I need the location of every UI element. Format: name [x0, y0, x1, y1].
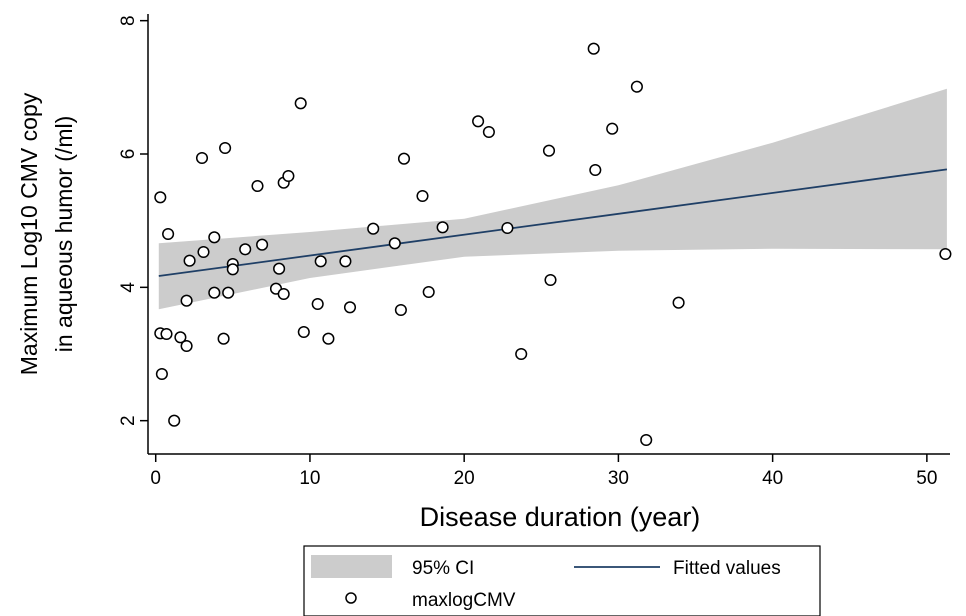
data-point — [544, 273, 557, 287]
legend: 95% CI Fitted values maxlogCMV — [303, 545, 821, 616]
legend-points-marker — [345, 592, 357, 604]
data-point — [277, 287, 290, 301]
ci-band — [158, 88, 947, 310]
data-point — [168, 414, 181, 427]
data-point — [394, 303, 407, 317]
data-point — [339, 255, 352, 268]
data-point — [239, 243, 252, 256]
data-point — [217, 332, 230, 345]
data-point — [322, 332, 335, 345]
x-tick-label: 50 — [916, 468, 937, 489]
data-point — [630, 80, 643, 93]
data-point — [219, 141, 232, 155]
data-point — [542, 144, 556, 157]
data-point — [222, 286, 235, 299]
data-point — [197, 245, 210, 259]
data-point — [606, 122, 619, 135]
data-point — [174, 331, 187, 344]
x-axis-ticks: 0 10 20 30 40 50 — [150, 454, 937, 489]
data-point — [297, 325, 310, 339]
data-point — [256, 238, 269, 251]
data-point — [472, 115, 485, 128]
data-point — [397, 152, 411, 165]
legend-points-label: maxlogCMV — [412, 590, 516, 611]
data-point — [162, 227, 175, 241]
legend-fitted-line-label: Fitted values — [673, 558, 781, 579]
data-point — [282, 169, 295, 183]
data-point — [388, 237, 401, 250]
y-tick-label: 8 — [118, 15, 139, 26]
data-point — [155, 367, 168, 381]
y-axis-title-line-1: Maximum Log10 CMV copy — [16, 92, 42, 375]
data-point — [208, 286, 221, 299]
data-point — [587, 42, 600, 55]
data-point — [589, 163, 602, 177]
y-axis-title-line-2: in aqueous humor (/ml) — [51, 116, 77, 353]
data-point — [672, 296, 685, 309]
data-point — [482, 125, 495, 139]
data-point — [273, 262, 286, 275]
axes: 0 10 20 30 40 50 2 4 6 8 — [118, 14, 950, 489]
data-point — [311, 297, 324, 311]
data-point — [501, 221, 514, 235]
data-point — [343, 301, 357, 314]
fitted-line — [158, 168, 948, 277]
data-point — [180, 294, 193, 307]
data-point — [251, 179, 264, 193]
data-point — [422, 285, 435, 299]
y-axis-ticks: 2 4 6 8 — [118, 15, 148, 426]
y-tick-label: 2 — [118, 415, 139, 426]
data-point — [208, 231, 221, 244]
data-point — [226, 263, 239, 276]
legend-ci-label: 95% CI — [412, 558, 474, 579]
x-axis-title: Disease duration (year) — [420, 502, 701, 532]
data-point — [640, 433, 653, 447]
x-tick-label: 0 — [150, 468, 161, 489]
data-point — [160, 327, 173, 341]
data-point — [416, 189, 429, 203]
data-point — [367, 222, 380, 235]
x-tick-label: 10 — [299, 468, 320, 489]
data-point — [939, 247, 952, 261]
x-tick-label: 20 — [454, 468, 475, 489]
x-tick-label: 30 — [608, 468, 629, 489]
data-point — [515, 347, 528, 361]
legend-ci-swatch — [311, 555, 392, 578]
y-tick-label: 6 — [118, 149, 139, 160]
data-point — [195, 151, 209, 165]
x-tick-label: 40 — [762, 468, 783, 489]
data-point — [294, 97, 307, 110]
data-points-layer — [154, 42, 952, 447]
data-point — [183, 254, 196, 267]
y-tick-label: 4 — [118, 282, 139, 293]
data-point — [154, 191, 167, 204]
data-point — [436, 221, 449, 234]
data-point — [180, 339, 193, 353]
data-point — [314, 255, 327, 268]
fitted-line-layer — [158, 168, 948, 277]
ci-band-layer — [158, 88, 947, 310]
